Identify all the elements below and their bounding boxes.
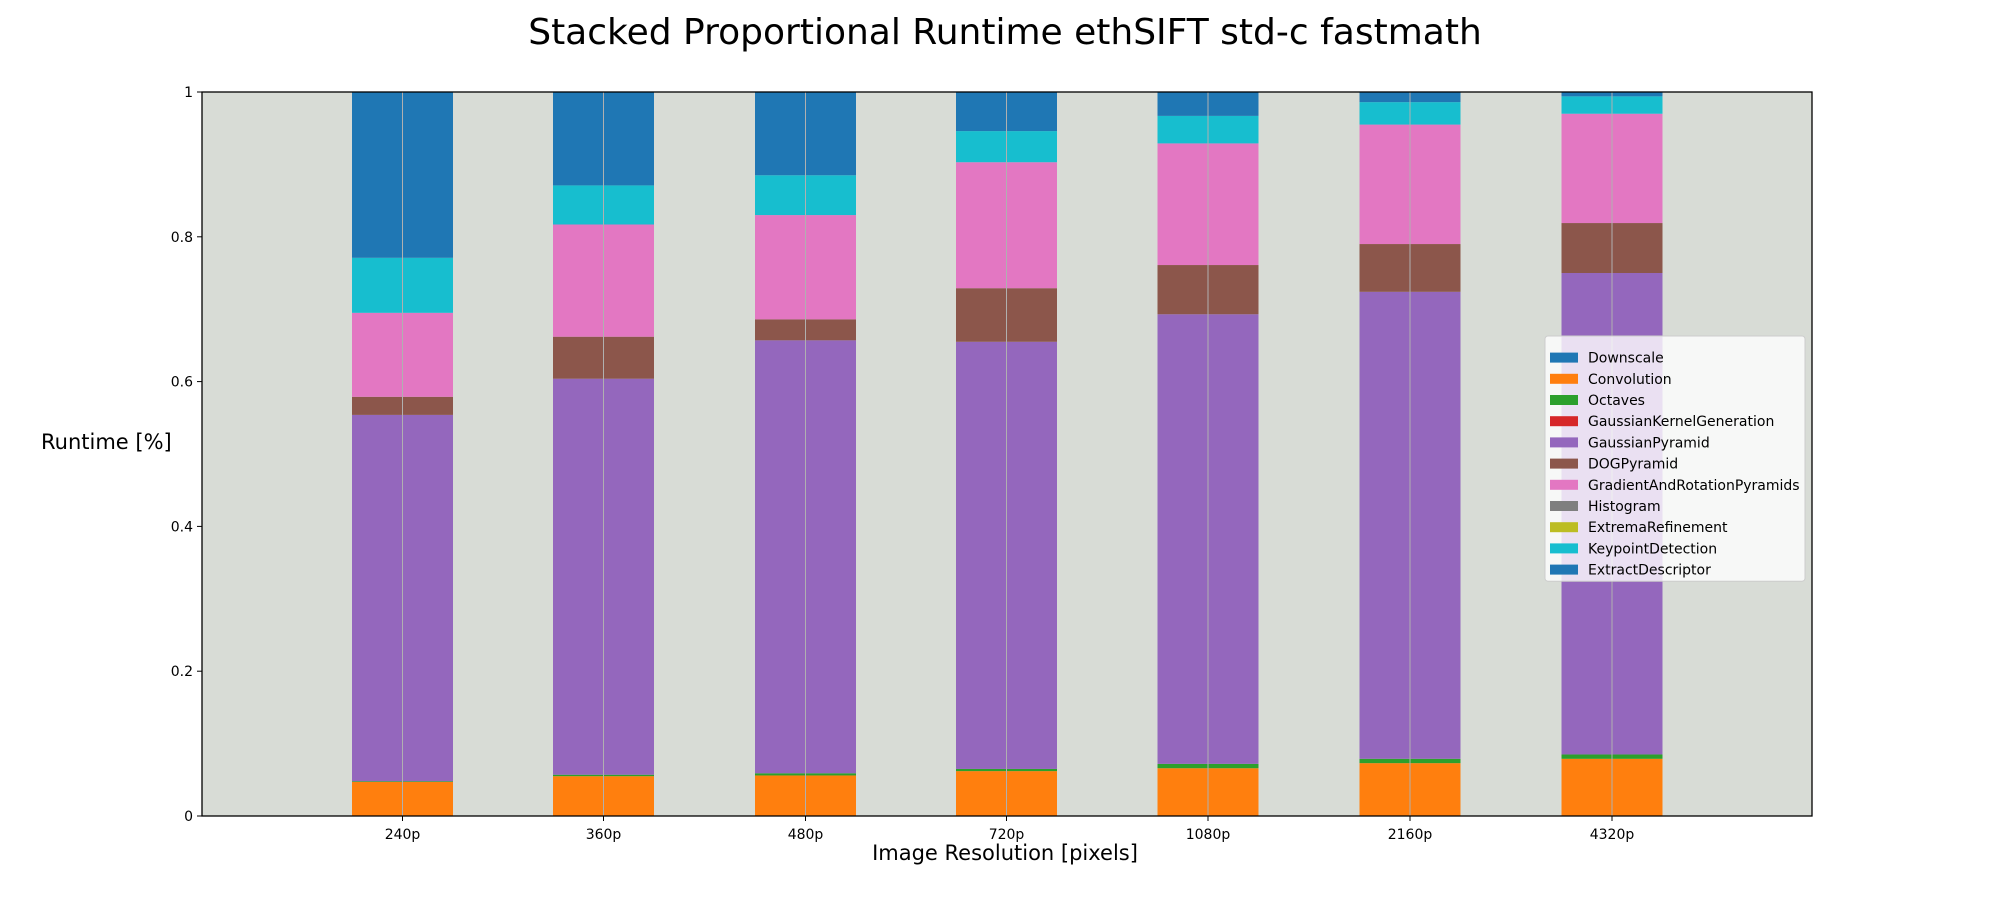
legend-swatch-Downscale: [1550, 352, 1578, 363]
legend-label-KeypointDetection: KeypointDetection: [1588, 541, 1717, 557]
legend-swatch-KeypointDetection: [1550, 543, 1578, 554]
legend-label-DOGPyramid: DOGPyramid: [1588, 457, 1678, 473]
legend-label-Downscale: Downscale: [1588, 351, 1664, 367]
x-tick-label: 240p: [385, 827, 421, 843]
x-axis-label: Image Resolution [pixels]: [872, 841, 1138, 865]
legend-label-ExtremaRefinement: ExtremaRefinement: [1588, 520, 1728, 536]
x-axis-ticks: 240p 360p 480p 720p 1080p 2160p 4320p: [385, 816, 1635, 843]
y-tick-label: 0.4: [171, 519, 193, 535]
legend-swatch-GaussianPyramid: [1550, 437, 1578, 448]
y-tick-label: 0: [184, 809, 193, 825]
legend-box: [1544, 335, 1806, 582]
y-tick-label: 1: [184, 85, 193, 101]
legend-label-Convolution: Convolution: [1588, 372, 1672, 388]
y-tick-label: 0.6: [171, 375, 193, 391]
x-tick-label: 720p: [989, 827, 1025, 843]
x-tick-label: 360p: [586, 827, 622, 843]
legend-swatch-GaussianKernelGeneration: [1550, 416, 1578, 427]
y-axis-label: Runtime [%]: [41, 430, 172, 454]
y-tick-label: 0.8: [171, 230, 193, 246]
x-tick-label: 2160p: [1388, 827, 1433, 843]
legend-swatch-Convolution: [1550, 373, 1578, 384]
legend: Downscale Convolution Octaves GaussianKerne…: [1544, 335, 1806, 582]
legend-label-Octaves: Octaves: [1588, 393, 1645, 409]
legend-label-ExtractDescriptor: ExtractDescriptor: [1588, 563, 1711, 579]
legend-swatch-ExtractDescriptor: [1550, 564, 1578, 575]
y-axis-ticks: 0 0.2 0.4 0.6 0.8 1: [171, 85, 202, 825]
legend-swatch-Octaves: [1550, 395, 1578, 405]
legend-label-GaussianKernelGeneration: GaussianKernelGeneration: [1588, 414, 1774, 430]
legend-label-GaussianPyramid: GaussianPyramid: [1588, 435, 1710, 451]
legend-swatch-ExtremaRefinement: [1550, 522, 1578, 533]
chart-title: Stacked Proportional Runtime ethSIFT std…: [528, 12, 1482, 53]
legend-swatch-GradientAndRotationPyramids: [1550, 479, 1578, 490]
legend-swatch-DOGPyramid: [1550, 458, 1578, 469]
x-tick-label: 480p: [788, 827, 824, 843]
y-tick-label: 0.2: [171, 664, 193, 680]
x-tick-label: 4320p: [1590, 827, 1635, 843]
legend-label-GradientAndRotationPyramids: GradientAndRotationPyramids: [1588, 478, 1800, 494]
legend-label-Histogram: Histogram: [1588, 499, 1661, 515]
x-tick-label: 1080p: [1186, 827, 1231, 843]
legend-swatch-Histogram: [1550, 501, 1578, 511]
